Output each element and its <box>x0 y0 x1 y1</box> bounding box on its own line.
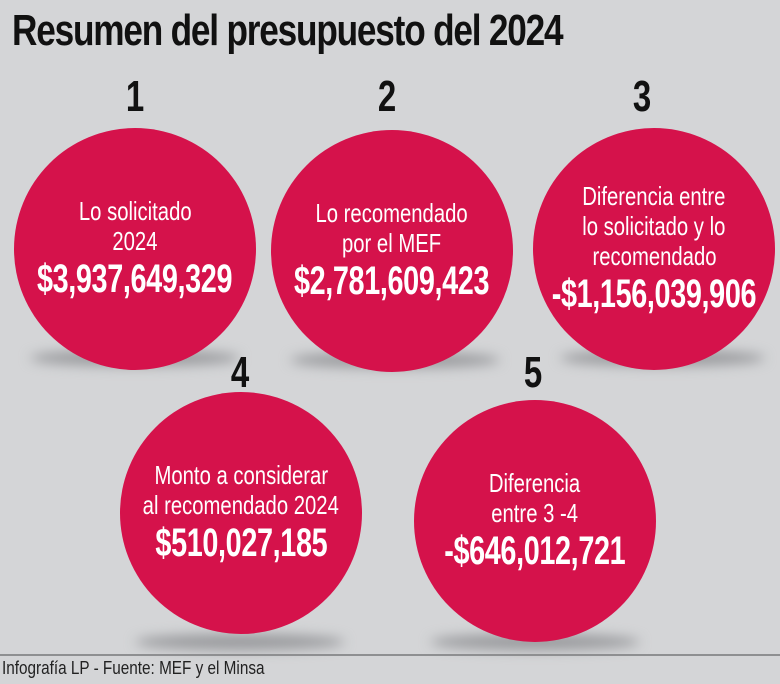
item-amount: $510,027,185 <box>155 521 327 565</box>
circle-shadow <box>430 634 640 650</box>
item-number-4: 4 <box>230 348 250 397</box>
budget-circle-1: Lo solicitado 2024 $3,937,649,329 <box>14 128 256 370</box>
item-amount: $3,937,649,329 <box>37 257 233 301</box>
item-label-line: lo solicitado y lo <box>582 211 726 241</box>
item-label-line: entre 3 -4 <box>491 498 579 528</box>
item-label-line: recomendado <box>591 241 717 271</box>
item-label-line: por el MEF <box>342 228 442 258</box>
page-title: Resumen del presupuesto del 2024 <box>12 6 564 55</box>
item-amount: -$646,012,721 <box>444 529 626 573</box>
item-label-line: al recomendado 2024 <box>142 490 340 520</box>
item-number-1: 1 <box>125 72 145 121</box>
item-label-line: Diferencia <box>489 468 581 498</box>
item-label-line: Diferencia entre <box>582 181 726 211</box>
item-number-2: 2 <box>377 72 397 121</box>
item-label-line: Monto a considerar <box>154 460 328 490</box>
budget-circle-5: Diferencia entre 3 -4 -$646,012,721 <box>414 400 656 642</box>
source-credit: Infografía LP - Fuente: MEF y el Minsa <box>2 658 265 678</box>
item-amount: -$1,156,039,906 <box>551 272 757 316</box>
item-amount: $2,781,609,423 <box>294 259 490 303</box>
footer-divider <box>0 654 780 656</box>
item-label-line: Lo solicitado <box>78 196 192 226</box>
item-label-line: 2024 <box>112 226 158 256</box>
circle-shadow <box>135 634 345 650</box>
budget-circle-3: Diferencia entre lo solicitado y lo reco… <box>533 128 775 370</box>
item-label-line: Lo recomendado <box>315 198 469 228</box>
item-number-5: 5 <box>523 348 543 397</box>
budget-circle-4: Monto a considerar al recomendado 2024 $… <box>120 392 362 634</box>
budget-circle-2: Lo recomendado por el MEF $2,781,609,423 <box>271 130 513 372</box>
item-number-3: 3 <box>632 72 652 121</box>
